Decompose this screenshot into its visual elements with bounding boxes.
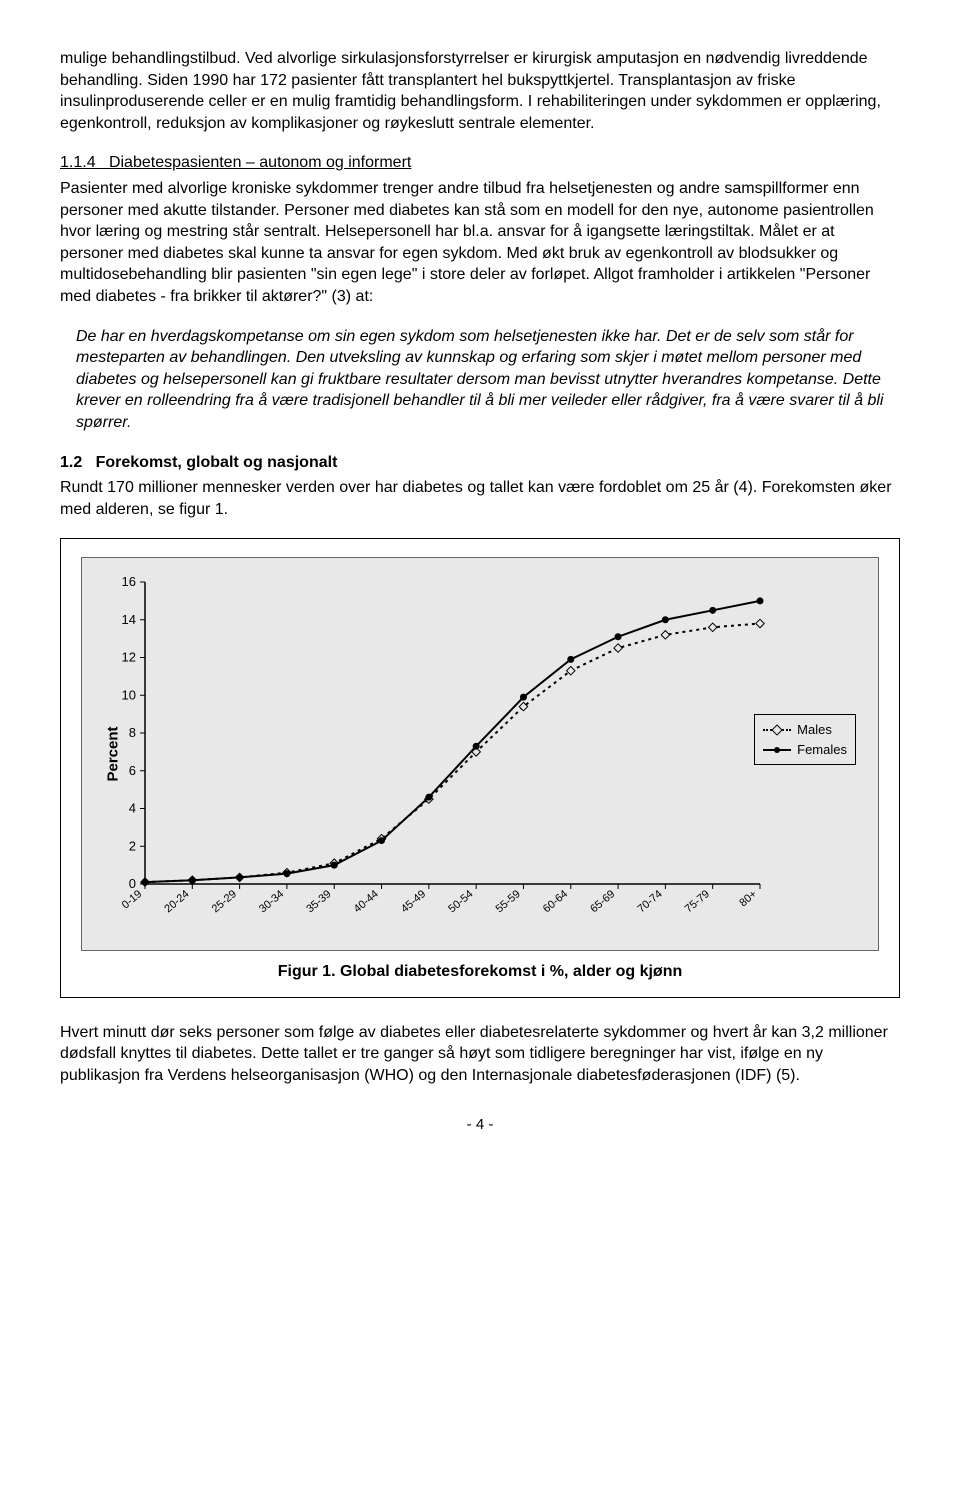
legend-label-females: Females: [797, 741, 847, 759]
svg-text:2: 2: [129, 839, 136, 854]
section-12-number: 1.2: [60, 454, 82, 471]
svg-text:30-34: 30-34: [257, 888, 286, 915]
svg-text:75-79: 75-79: [683, 888, 712, 915]
chart: Percent 02468101214160-1920-2425-2930-34…: [88, 564, 872, 944]
figure-container: Percent 02468101214160-1920-2425-2930-34…: [60, 538, 900, 998]
section-12-heading: 1.2 Forekomst, globalt og nasjonalt: [60, 452, 900, 474]
chart-wrap: Percent 02468101214160-1920-2425-2930-34…: [81, 557, 879, 951]
svg-text:55-59: 55-59: [494, 888, 523, 915]
svg-text:25-29: 25-29: [210, 888, 239, 915]
section-12-title: Forekomst, globalt og nasjonalt: [96, 454, 338, 471]
svg-text:12: 12: [122, 650, 136, 665]
section-114-number: 1.1.4: [60, 154, 96, 171]
svg-text:60-64: 60-64: [541, 888, 570, 915]
legend-label-males: Males: [797, 721, 832, 739]
svg-text:8: 8: [129, 725, 136, 740]
svg-text:40-44: 40-44: [352, 888, 381, 915]
legend-males: Males: [763, 721, 847, 739]
page-number: - 4 -: [60, 1115, 900, 1135]
svg-text:6: 6: [129, 763, 136, 778]
svg-text:20-24: 20-24: [162, 888, 191, 915]
section-114-heading: 1.1.4 Diabetespasienten – autonom og inf…: [60, 152, 900, 174]
legend-line-females: [763, 749, 791, 751]
section-114-paragraph: Pasienter med alvorlige kroniske sykdomm…: [60, 178, 900, 308]
svg-text:4: 4: [129, 801, 136, 816]
svg-text:80+: 80+: [737, 888, 759, 909]
chart-ylabel: Percent: [103, 727, 123, 782]
svg-text:65-69: 65-69: [588, 888, 617, 915]
legend-line-males: [763, 729, 791, 731]
legend-females: Females: [763, 741, 847, 759]
svg-text:35-39: 35-39: [304, 888, 333, 915]
svg-text:50-54: 50-54: [446, 888, 475, 915]
chart-legend: Males Females: [754, 714, 856, 765]
svg-text:16: 16: [122, 574, 136, 589]
svg-text:0-19: 0-19: [120, 888, 145, 911]
svg-text:14: 14: [122, 612, 136, 627]
closing-paragraph: Hvert minutt dør seks personer som følge…: [60, 1022, 900, 1087]
figure-caption: Figur 1. Global diabetesforekomst i %, a…: [81, 961, 879, 983]
section-114-title: Diabetespasienten – autonom og informert: [109, 154, 411, 171]
section-114-quote: De har en hverdagskompetanse om sin egen…: [60, 326, 900, 434]
svg-text:70-74: 70-74: [635, 888, 664, 915]
svg-text:10: 10: [122, 688, 136, 703]
intro-paragraph: mulige behandlingstilbud. Ved alvorlige …: [60, 48, 900, 134]
svg-text:45-49: 45-49: [399, 888, 428, 915]
section-12-paragraph: Rundt 170 millioner mennesker verden ove…: [60, 477, 900, 520]
